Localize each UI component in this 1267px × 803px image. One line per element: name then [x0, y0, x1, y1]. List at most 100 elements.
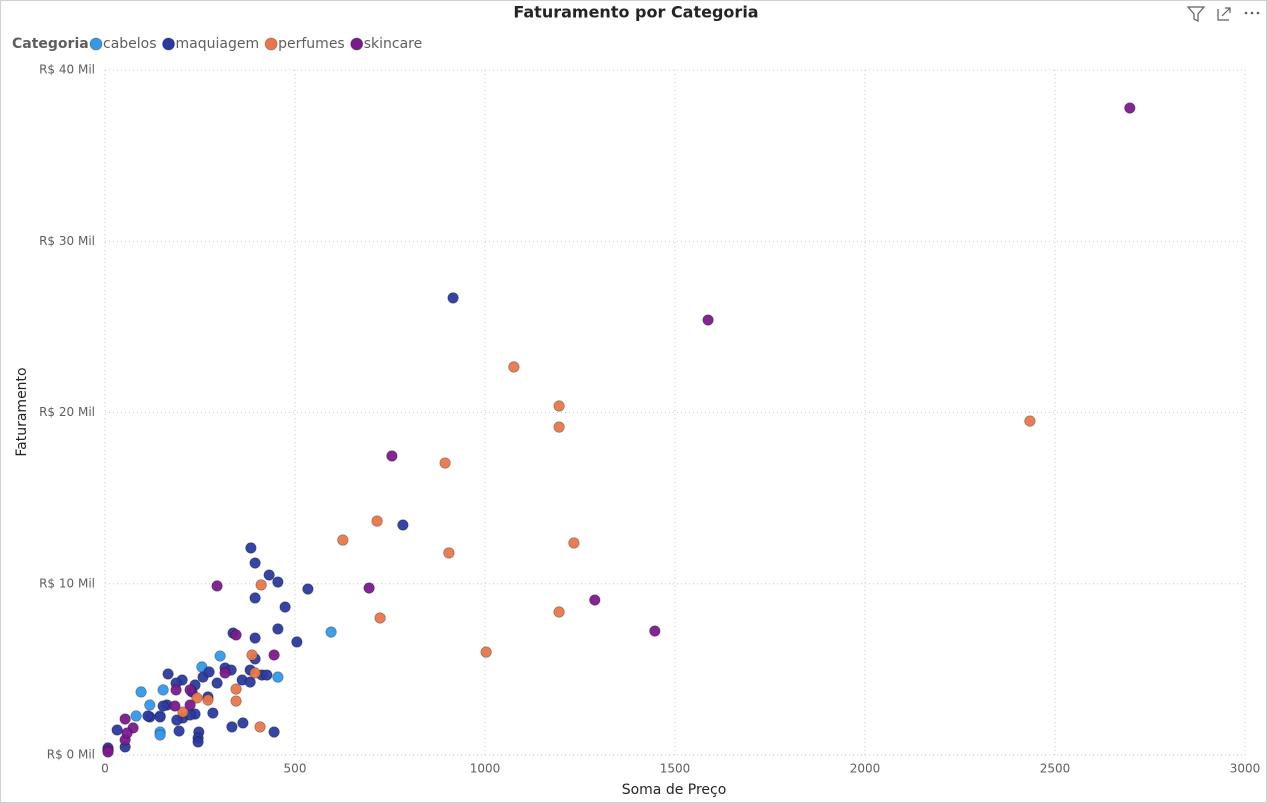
data-point — [325, 626, 337, 638]
y-tick-label: R$ 20 Mil — [39, 405, 95, 419]
legend-marker — [162, 37, 176, 51]
data-point — [130, 710, 142, 722]
data-point — [142, 710, 154, 722]
plot-points — [102, 102, 1136, 758]
data-point — [553, 606, 565, 618]
x-tick-label: 2500 — [1040, 762, 1071, 776]
legend-label: cabelos — [103, 36, 157, 52]
data-point — [374, 612, 386, 624]
data-point — [386, 450, 398, 462]
data-point — [154, 711, 166, 723]
data-point — [254, 721, 266, 733]
data-point — [230, 683, 242, 695]
data-point — [1124, 102, 1136, 114]
data-point — [171, 714, 183, 726]
data-point — [245, 542, 257, 554]
y-tick-label: R$ 30 Mil — [39, 234, 95, 248]
data-point — [157, 684, 169, 696]
data-point — [121, 727, 133, 739]
legend-label: maquiagem — [176, 36, 260, 52]
data-point — [154, 729, 166, 741]
x-tick-label: 0 — [101, 762, 109, 776]
data-point — [244, 676, 256, 688]
data-point — [211, 677, 223, 689]
data-point — [191, 692, 203, 704]
legend-label: perfumes — [278, 36, 345, 52]
y-axis-title: Faturamento — [14, 367, 30, 456]
data-point — [202, 694, 214, 706]
data-point — [397, 519, 409, 531]
legend-marker — [350, 37, 364, 51]
x-tick-label: 1000 — [470, 762, 501, 776]
x-tick-label: 2000 — [850, 762, 881, 776]
data-point — [173, 725, 185, 737]
data-point — [226, 721, 238, 733]
data-point — [371, 515, 383, 527]
data-point — [337, 534, 349, 546]
x-tick-label: 1500 — [660, 762, 691, 776]
data-point — [207, 707, 219, 719]
data-point — [246, 649, 258, 661]
data-point — [249, 632, 261, 644]
y-tick-label: R$ 10 Mil — [39, 576, 95, 590]
data-point — [589, 594, 601, 606]
data-point — [363, 582, 375, 594]
y-tick-label: R$ 40 Mil — [39, 63, 95, 77]
data-point — [144, 699, 156, 711]
data-point — [169, 700, 181, 712]
data-point — [111, 724, 123, 736]
data-point — [255, 579, 267, 591]
data-point — [230, 695, 242, 707]
x-axis-title: Soma de Preço — [622, 782, 727, 798]
data-point — [249, 557, 261, 569]
data-point — [268, 649, 280, 661]
data-point — [184, 684, 196, 696]
data-point — [272, 671, 284, 683]
data-point — [170, 684, 182, 696]
data-point — [177, 706, 189, 718]
chart-title: Faturamento por Categoria — [513, 3, 758, 22]
data-point — [553, 400, 565, 412]
focus-mode-icon[interactable] — [1217, 7, 1231, 21]
y-tick-label: R$ 0 Mil — [47, 748, 95, 762]
data-point — [184, 699, 196, 711]
data-point — [291, 636, 303, 648]
legend-marker — [264, 37, 278, 51]
filter-icon[interactable] — [1186, 6, 1206, 22]
data-point — [263, 569, 275, 581]
data-point — [439, 457, 451, 469]
data-point — [119, 713, 131, 725]
data-point — [219, 667, 231, 679]
data-point — [302, 583, 314, 595]
data-point — [443, 547, 455, 559]
data-point — [261, 669, 273, 681]
data-point — [447, 292, 459, 304]
data-point — [568, 537, 580, 549]
data-point — [508, 361, 520, 373]
data-point — [553, 421, 565, 433]
data-point — [480, 646, 492, 658]
data-point — [1024, 415, 1036, 427]
data-point — [279, 601, 291, 613]
data-point — [211, 580, 223, 592]
data-point — [192, 736, 204, 748]
visual-header-icons[interactable] — [1186, 6, 1260, 22]
legend-marker — [89, 37, 103, 51]
data-point — [230, 629, 242, 641]
x-tick-label: 500 — [284, 762, 307, 776]
data-point — [268, 726, 280, 738]
data-point — [102, 746, 114, 758]
data-point — [214, 650, 226, 662]
data-point — [249, 667, 261, 679]
data-point — [157, 700, 169, 712]
data-point — [162, 668, 174, 680]
data-point — [249, 592, 261, 604]
data-point — [203, 666, 215, 678]
x-tick-label: 3000 — [1230, 762, 1261, 776]
legend-label: skincare — [364, 36, 423, 52]
more-options-icon[interactable] — [1244, 11, 1260, 15]
data-point — [272, 623, 284, 635]
data-point — [272, 576, 284, 588]
